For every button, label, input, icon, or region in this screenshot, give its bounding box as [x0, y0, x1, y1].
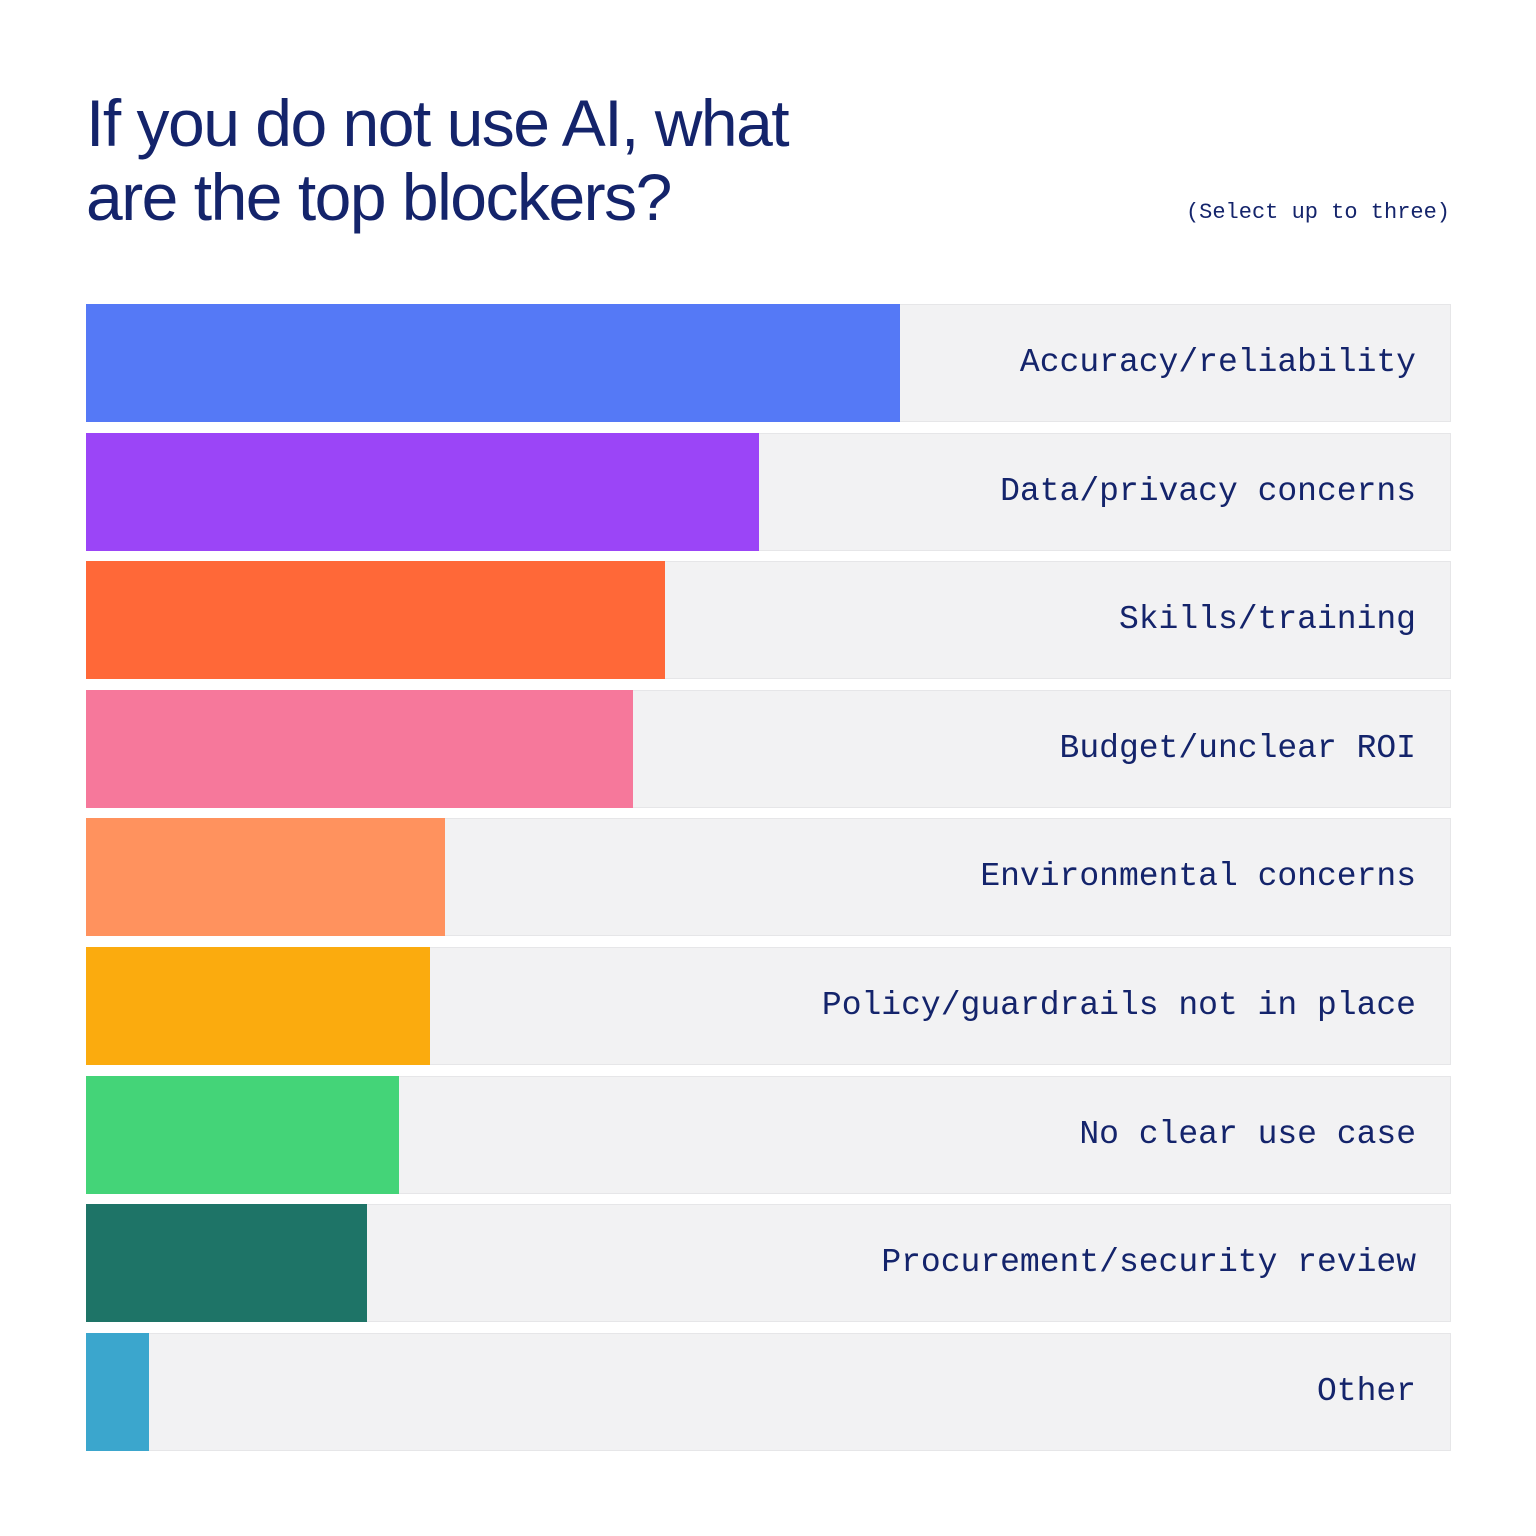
bar-label: No clear use case — [1079, 1116, 1416, 1153]
bar-row: Budget/unclear ROI — [86, 690, 1451, 808]
bar-row: Environmental concerns — [86, 818, 1451, 936]
bar — [86, 1204, 367, 1322]
bar-chart: Accuracy/reliability Data/privacy concern… — [86, 304, 1451, 1451]
bar-label: Data/privacy concerns — [1000, 473, 1416, 510]
bar-row: No clear use case — [86, 1076, 1451, 1194]
chart-title-line-2: are the top blockers? — [86, 160, 672, 234]
chart-subtitle: (Select up to three) — [1185, 200, 1450, 225]
bar — [86, 1076, 399, 1194]
bar-row: Other — [86, 1333, 1451, 1451]
bar-label: Budget/unclear ROI — [1059, 730, 1416, 767]
bar — [86, 1333, 149, 1451]
bar — [86, 433, 759, 551]
bar-label: Other — [1316, 1373, 1416, 1410]
bar-row: Skills/training — [86, 561, 1451, 679]
bar-label: Accuracy/reliability — [1019, 344, 1416, 381]
bar-row: Policy/guardrails not in place — [86, 947, 1451, 1065]
chart-title-line-1: If you do not use AI, what — [86, 86, 790, 160]
bar-row: Data/privacy concerns — [86, 433, 1451, 551]
bar-row: Accuracy/reliability — [86, 304, 1451, 422]
bar — [86, 304, 900, 422]
bar — [86, 818, 445, 936]
chart-title: If you do not use AI, what are the top bl… — [86, 86, 986, 234]
bar-label: Skills/training — [1118, 601, 1416, 638]
bar-row: Procurement/security review — [86, 1204, 1451, 1322]
bar-label: Policy/guardrails not in place — [821, 987, 1416, 1024]
bar-label: Procurement/security review — [881, 1244, 1416, 1281]
bar — [86, 690, 633, 808]
bar-label: Environmental concerns — [980, 858, 1416, 895]
bar — [86, 947, 430, 1065]
bar — [86, 561, 665, 679]
